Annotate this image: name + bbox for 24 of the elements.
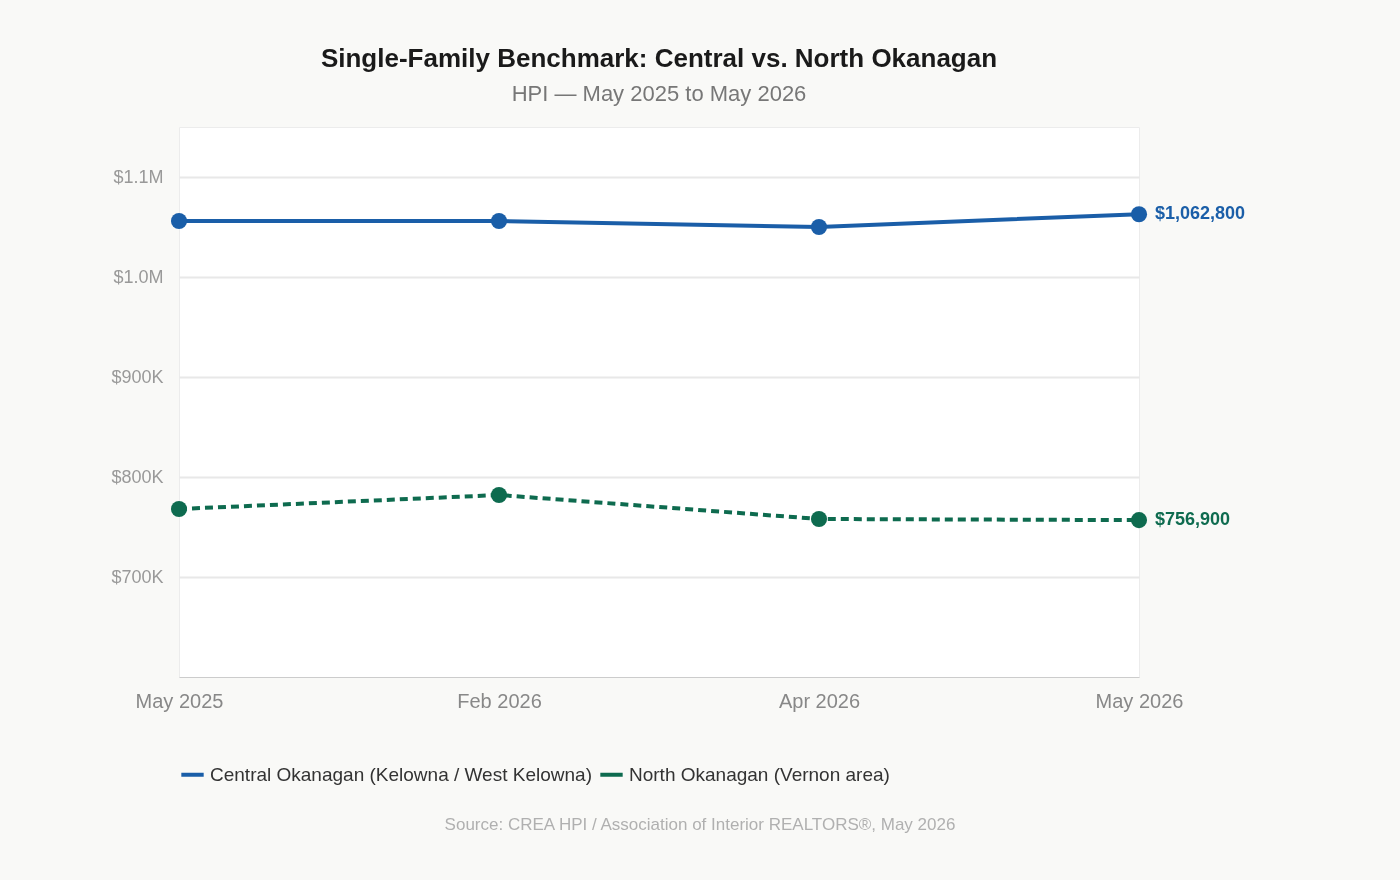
- point: [1130, 206, 1148, 223]
- source-note: Source: CREA HPI / Association of Interior REALTORS®, May 2026: [443, 815, 957, 835]
- x-tick-label: Apr 2026: [778, 689, 861, 712]
- point: [1130, 512, 1148, 529]
- y-tick-label: $800K: [111, 466, 164, 487]
- point: [170, 500, 188, 518]
- point: [810, 510, 828, 528]
- x-tick-label: Feb 2026: [457, 689, 542, 712]
- legend-label: North Okanagan (Vernon area): [629, 763, 890, 785]
- chart-title: Single-Family Benchmark: Central vs. North Okanagan: [320, 43, 998, 73]
- point: [490, 212, 508, 230]
- y-tick-label: $700K: [111, 566, 164, 587]
- data-label: $756,900: [1155, 509, 1231, 530]
- data-label: $1,062,800: [1155, 203, 1246, 224]
- point: [170, 212, 188, 230]
- point: [490, 486, 508, 504]
- y-tick-label: $900K: [111, 366, 164, 387]
- x-tick-label: May 2025: [135, 689, 224, 712]
- y-tick-label: $1.1M: [113, 166, 164, 187]
- chart-subtitle: HPI — May 2025 to May 2026: [511, 81, 807, 106]
- y-tick-label: $1.0M: [113, 266, 164, 287]
- point: [810, 218, 828, 236]
- legend-label: Central Okanagan (Kelowna / West Kelowna): [210, 763, 592, 785]
- x-tick-label: May 2026: [1095, 689, 1184, 712]
